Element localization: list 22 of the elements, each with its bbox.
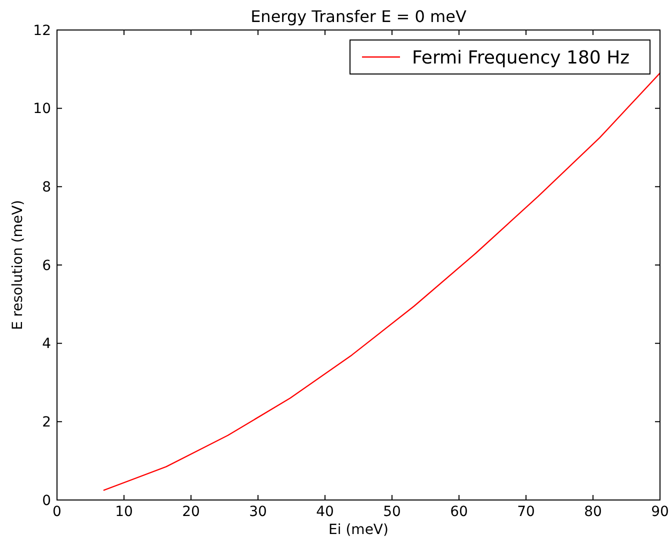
y-tick-label: 2 [42,414,51,431]
x-tick-label: 0 [52,504,62,520]
y-tick-label: 4 [42,336,52,352]
x-tick-label: 20 [182,504,200,520]
x-tick-label: 70 [517,504,535,520]
x-tick-label: 30 [249,504,267,520]
x-tick-label: 90 [651,504,669,520]
x-tick-label: 40 [316,504,334,520]
x-tick-label: 50 [383,504,401,520]
chart-title: Energy Transfer E = 0 meV [250,7,466,26]
y-tick-label: 6 [42,258,52,274]
x-axis-title: Ei (meV) [328,522,388,538]
y-tick-label: 10 [33,101,51,118]
x-tick-label: 10 [115,504,133,520]
x-tick-label: 80 [584,504,602,520]
y-tick-label: 8 [42,180,51,196]
y-tick-label: 12 [33,22,51,39]
legend-label: Fermi Frequency 180 Hz [412,47,630,68]
x-tick-label: 60 [450,504,468,520]
y-tick-label: 0 [42,492,51,509]
line-series [103,72,661,491]
y-axis-title: E resolution (meV) [10,200,26,330]
